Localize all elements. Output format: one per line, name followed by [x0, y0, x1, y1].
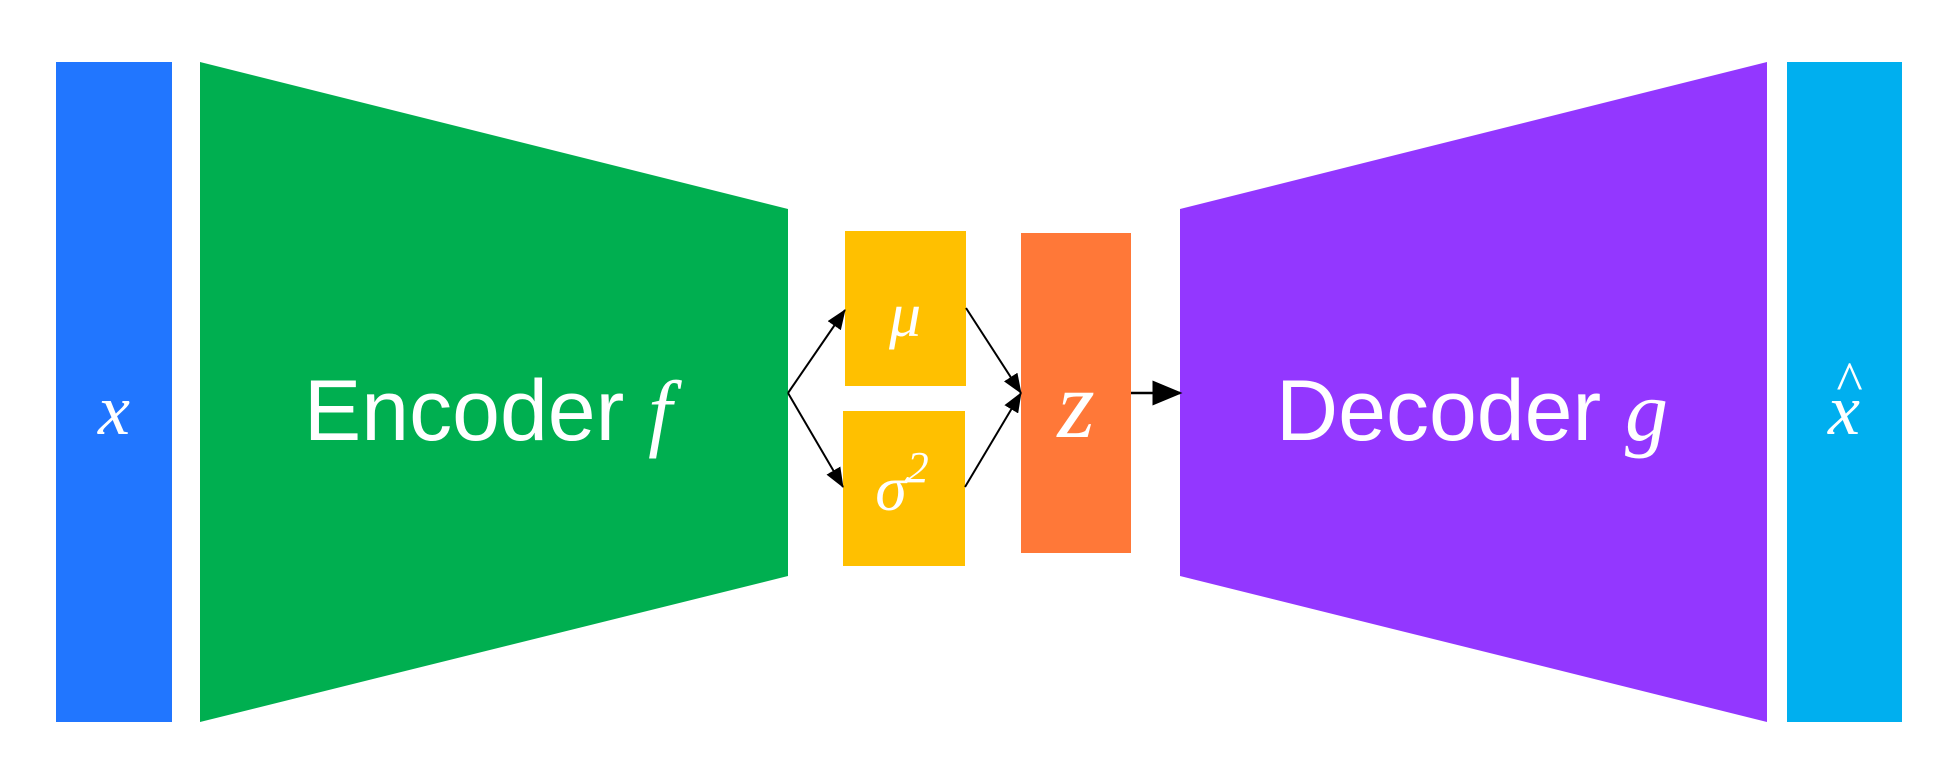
output-hat: ^ — [1835, 351, 1862, 413]
encoder-trapezoid — [200, 62, 788, 722]
mu-label: μ — [888, 279, 921, 350]
output-label: x — [1827, 370, 1860, 450]
decoder-func: g — [1625, 363, 1668, 459]
arrow-mu-to-z — [965, 307, 1022, 394]
decoder-label: Decoder g — [1276, 363, 1668, 459]
mu-box — [845, 231, 966, 386]
arrow-encoder-to-mu — [787, 309, 846, 394]
input-label: x — [97, 370, 130, 450]
sigma-label: σ2 — [875, 443, 929, 524]
encoder-label: Encoder f — [304, 363, 682, 459]
input-block — [56, 62, 172, 722]
arrow-sigma-to-z — [964, 392, 1022, 488]
latent-box — [1021, 233, 1131, 553]
sigma-symbol: σ — [875, 453, 909, 524]
arrow-encoder-to-sigma — [787, 392, 844, 488]
encoder-word: Encoder — [304, 363, 624, 459]
sigma-box — [843, 411, 965, 566]
decoder-word: Decoder — [1276, 363, 1601, 459]
sigma-exponent: 2 — [907, 443, 929, 492]
decoder-trapezoid — [1180, 62, 1767, 722]
latent-label: z — [1055, 351, 1094, 458]
output-block — [1787, 62, 1902, 722]
